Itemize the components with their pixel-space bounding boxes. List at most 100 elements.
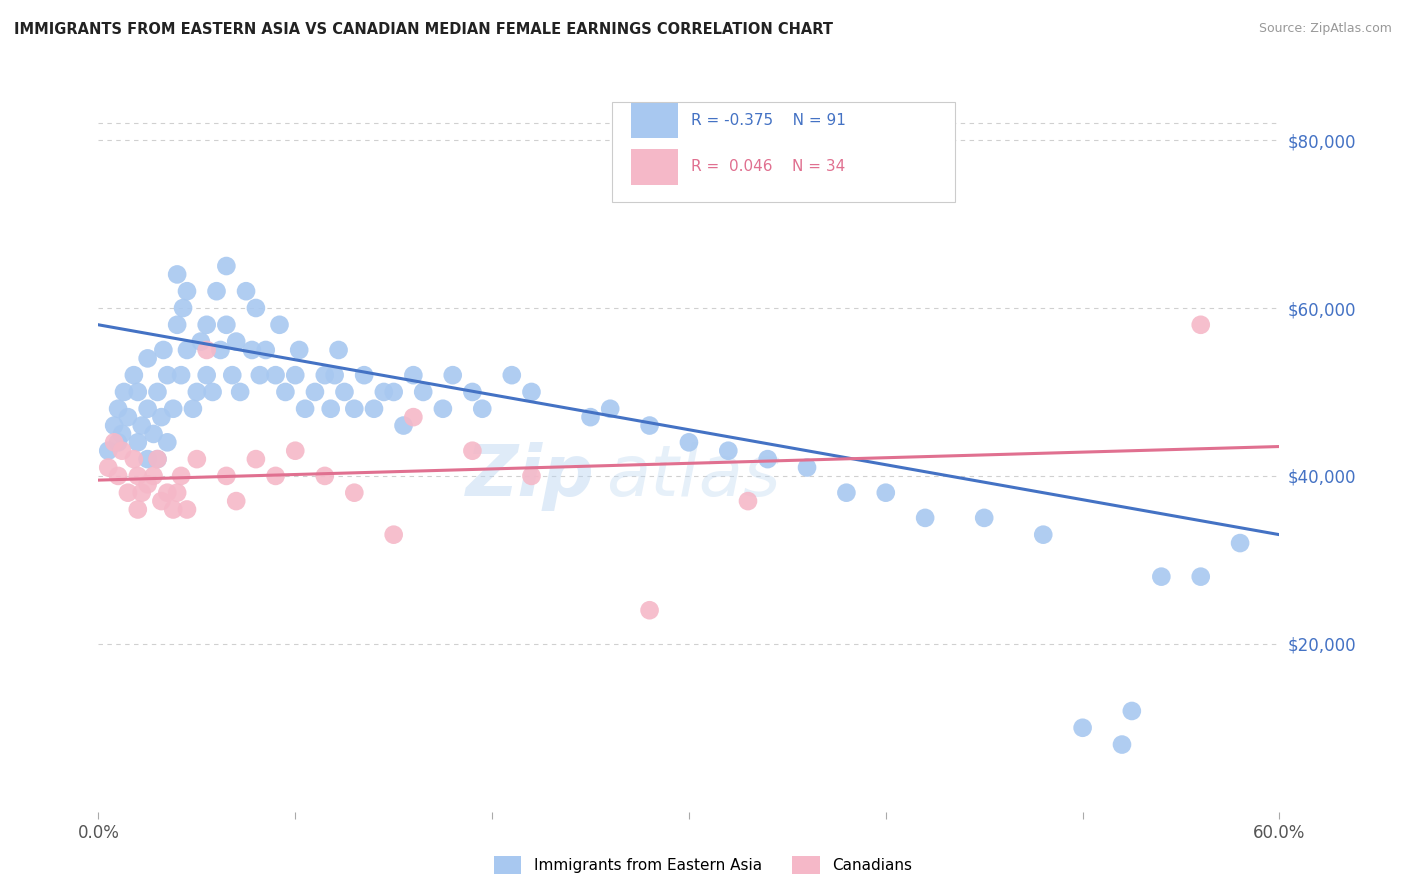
- Point: [235, 284, 257, 298]
- Point: [170, 469, 193, 483]
- Point: [1229, 536, 1251, 550]
- Point: [136, 477, 159, 491]
- Point: [1032, 527, 1054, 541]
- Point: [599, 401, 621, 416]
- Text: R = -0.375    N = 91: R = -0.375 N = 91: [692, 113, 846, 128]
- Point: [284, 368, 307, 383]
- Point: [638, 603, 661, 617]
- Point: [264, 469, 287, 483]
- Point: [402, 368, 425, 383]
- Point: [269, 318, 291, 332]
- FancyBboxPatch shape: [631, 103, 678, 138]
- Point: [122, 368, 145, 383]
- Text: atlas: atlas: [606, 442, 780, 511]
- Point: [245, 452, 267, 467]
- Point: [142, 469, 165, 483]
- Point: [146, 452, 169, 467]
- Point: [195, 343, 218, 357]
- Point: [412, 384, 434, 399]
- Point: [107, 435, 129, 450]
- Point: [284, 443, 307, 458]
- Point: [245, 301, 267, 315]
- Text: Source: ZipAtlas.com: Source: ZipAtlas.com: [1258, 22, 1392, 36]
- FancyBboxPatch shape: [612, 102, 955, 202]
- Point: [1189, 569, 1212, 583]
- Point: [392, 418, 415, 433]
- Point: [333, 384, 356, 399]
- Point: [166, 485, 188, 500]
- Point: [249, 368, 271, 383]
- Point: [678, 435, 700, 450]
- Point: [254, 343, 277, 357]
- Point: [973, 511, 995, 525]
- Point: [501, 368, 523, 383]
- Point: [150, 410, 173, 425]
- Point: [382, 527, 405, 541]
- Point: [288, 343, 311, 357]
- Text: Zip: Zip: [465, 442, 595, 511]
- Point: [215, 259, 238, 273]
- Point: [756, 452, 779, 467]
- Point: [117, 485, 139, 500]
- Point: [146, 384, 169, 399]
- Point: [221, 368, 243, 383]
- Point: [131, 418, 153, 433]
- Point: [209, 343, 232, 357]
- Point: [103, 418, 125, 433]
- Point: [264, 368, 287, 383]
- Point: [579, 410, 602, 425]
- Point: [294, 401, 316, 416]
- Point: [127, 435, 149, 450]
- Point: [229, 384, 252, 399]
- Point: [225, 494, 247, 508]
- Point: [195, 318, 218, 332]
- Point: [127, 384, 149, 399]
- Text: R =  0.046    N = 34: R = 0.046 N = 34: [692, 160, 845, 175]
- Point: [97, 460, 120, 475]
- Point: [97, 443, 120, 458]
- Point: [737, 494, 759, 508]
- Point: [274, 384, 297, 399]
- Point: [166, 268, 188, 282]
- Point: [156, 485, 179, 500]
- Point: [304, 384, 326, 399]
- Point: [914, 511, 936, 525]
- Point: [441, 368, 464, 383]
- Point: [471, 401, 494, 416]
- Point: [150, 494, 173, 508]
- Point: [186, 384, 208, 399]
- Point: [166, 318, 188, 332]
- Point: [172, 301, 194, 315]
- Point: [156, 368, 179, 383]
- Point: [363, 401, 385, 416]
- Point: [107, 401, 129, 416]
- Point: [176, 502, 198, 516]
- Point: [373, 384, 395, 399]
- Point: [835, 485, 858, 500]
- Point: [796, 460, 818, 475]
- Point: [319, 401, 342, 416]
- Point: [353, 368, 375, 383]
- Point: [215, 469, 238, 483]
- Text: IMMIGRANTS FROM EASTERN ASIA VS CANADIAN MEDIAN FEMALE EARNINGS CORRELATION CHAR: IMMIGRANTS FROM EASTERN ASIA VS CANADIAN…: [14, 22, 834, 37]
- Point: [156, 435, 179, 450]
- Point: [402, 410, 425, 425]
- Point: [146, 452, 169, 467]
- Point: [638, 418, 661, 433]
- Point: [1150, 569, 1173, 583]
- Point: [142, 426, 165, 441]
- Point: [1189, 318, 1212, 332]
- Point: [432, 401, 454, 416]
- Point: [152, 343, 174, 357]
- Point: [136, 401, 159, 416]
- Point: [461, 443, 484, 458]
- Point: [136, 452, 159, 467]
- Point: [127, 469, 149, 483]
- Point: [201, 384, 224, 399]
- Legend: Immigrants from Eastern Asia, Canadians: Immigrants from Eastern Asia, Canadians: [488, 850, 918, 880]
- FancyBboxPatch shape: [631, 149, 678, 185]
- Point: [162, 401, 184, 416]
- Point: [461, 384, 484, 399]
- Point: [103, 435, 125, 450]
- Point: [520, 384, 543, 399]
